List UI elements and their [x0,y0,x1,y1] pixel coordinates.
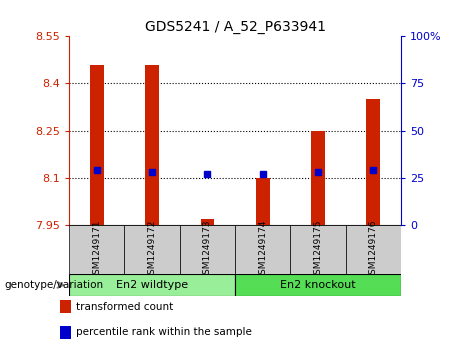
Text: En2 wildtype: En2 wildtype [116,280,188,290]
Bar [124,225,180,274]
Bar [235,225,290,274]
Text: En2 knockout: En2 knockout [280,280,356,290]
Bar [311,131,325,225]
Bar [145,65,159,225]
Text: GSM1249172: GSM1249172 [148,219,157,280]
Text: genotype/variation: genotype/variation [5,280,104,290]
Text: GSM1249171: GSM1249171 [92,219,101,280]
Bar [256,178,270,225]
Bar [201,219,214,225]
Bar [69,274,235,296]
Bar [290,225,346,274]
Text: percentile rank within the sample: percentile rank within the sample [76,327,252,337]
Bar [90,65,104,225]
Bar [366,99,380,225]
Bar [235,274,401,296]
Text: transformed count: transformed count [76,302,173,312]
Text: GSM1249175: GSM1249175 [313,219,323,280]
Text: GSM1249173: GSM1249173 [203,219,212,280]
Title: GDS5241 / A_52_P633941: GDS5241 / A_52_P633941 [145,20,325,34]
Bar [346,225,401,274]
Text: GSM1249176: GSM1249176 [369,219,378,280]
Bar [180,225,235,274]
Text: GSM1249174: GSM1249174 [258,219,267,280]
Bar [69,225,124,274]
